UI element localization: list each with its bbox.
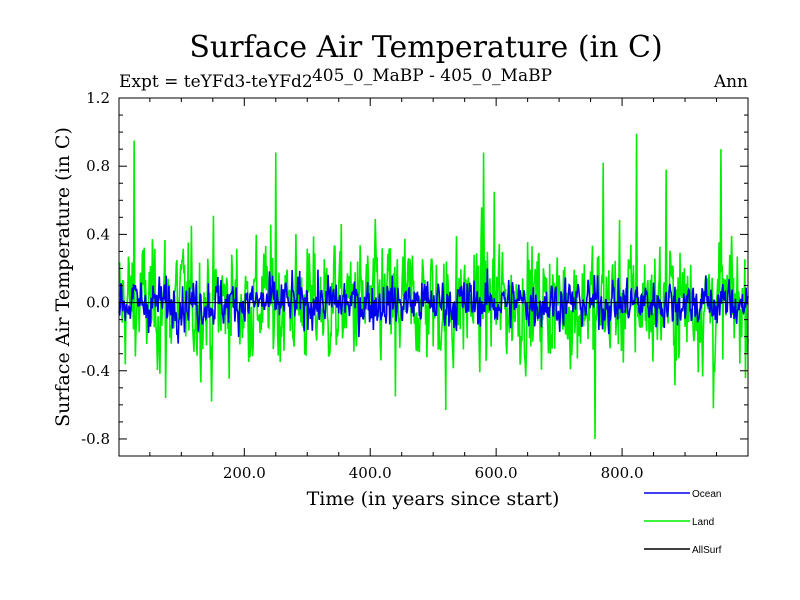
legend-label-land: Land: [692, 517, 714, 528]
y-tick-label: 0.8: [86, 157, 110, 175]
x-axis-label: Time (in years since start): [307, 488, 560, 510]
y-tick-label: -0.4: [81, 362, 110, 380]
y-tick-label: 1.2: [86, 89, 110, 107]
chart-subtitle-right: Ann: [713, 72, 748, 92]
chart-subtitle-center: 405_0_MaBP - 405_0_MaBP: [312, 66, 552, 86]
x-tick-label: 600.0: [475, 464, 518, 482]
legend-label-ocean: Ocean: [692, 489, 721, 500]
legend-label-allsurf: AllSurf: [692, 545, 722, 556]
chart-subtitle-left: Expt = teYFd3-teYFd2: [119, 72, 313, 92]
y-tick-label: 0.4: [86, 225, 110, 243]
y-axis-label: Surface Air Temperature (in C): [52, 127, 74, 427]
y-tick-label: -0.8: [81, 430, 110, 448]
legend: Ocean Land AllSurf: [644, 489, 722, 556]
x-tick-label: 800.0: [601, 464, 644, 482]
chart-title: Surface Air Temperature (in C): [189, 30, 662, 65]
y-tick-label: 0.0: [86, 294, 110, 312]
x-tick-label: 200.0: [223, 464, 266, 482]
plot-area: 200.0 400.0 600.0 800.0 -0.8 -0.4 0.0 0.4 0.8 1.2: [81, 89, 749, 482]
series-line-land: [118, 133, 749, 439]
x-tick-label: 400.0: [349, 464, 392, 482]
series-line-ocean: [118, 268, 749, 344]
